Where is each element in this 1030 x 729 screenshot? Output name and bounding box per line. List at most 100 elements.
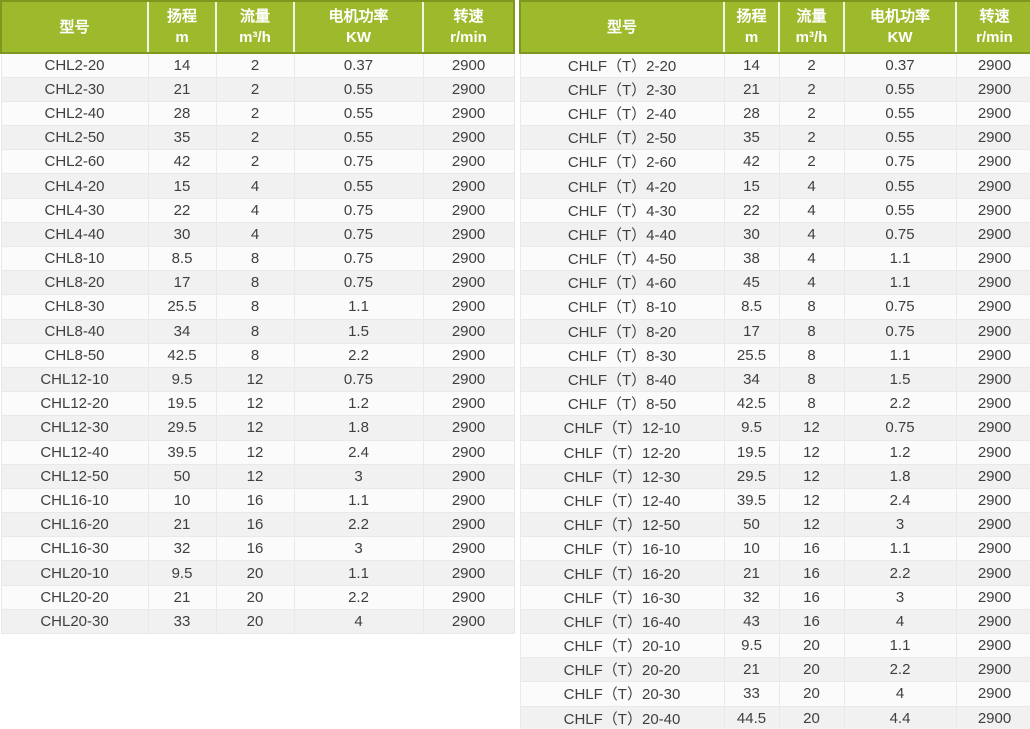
- cell-speed-rmin: 2900: [422, 584, 515, 610]
- cell-model: CHL16-30: [0, 536, 149, 562]
- cell-speed-rmin: 2900: [422, 294, 515, 320]
- cell-speed-rmin: 2900: [422, 245, 515, 272]
- cell-speed-rmin: 2900: [422, 221, 515, 248]
- cell-power-kw: 4: [843, 608, 957, 635]
- cell-head-m: 35: [147, 125, 217, 151]
- cell-speed-rmin: 2900: [422, 366, 515, 393]
- table-row: CHLF（T）16-20 21 16 2.2 2900: [519, 560, 1030, 586]
- cell-head-m: 38: [723, 245, 780, 272]
- cell-head-m: 42: [723, 149, 780, 175]
- cell-head-m: 21: [723, 76, 780, 102]
- cell-head-m: 29.5: [147, 415, 217, 441]
- cell-model: CHLF（T）20-30: [519, 681, 725, 707]
- cell-speed-rmin: 2900: [955, 463, 1030, 489]
- cell-power-kw: 2.2: [843, 391, 957, 417]
- cell-power-kw: 0.75: [293, 270, 424, 296]
- cell-model: CHLF（T）4-50: [519, 245, 725, 272]
- col-header-head: 扬程 m: [723, 0, 779, 54]
- cell-model: CHL2-40: [0, 100, 149, 127]
- cell-head-m: 45: [723, 270, 780, 296]
- cell-model: CHL16-20: [0, 512, 149, 538]
- cell-head-m: 39.5: [147, 439, 217, 465]
- cell-flow-m3h: 12: [215, 463, 295, 489]
- cell-flow-m3h: 12: [778, 415, 845, 441]
- cell-model: CHLF（T）8-30: [519, 342, 725, 368]
- cell-flow-m3h: 20: [778, 681, 845, 707]
- table-row: CHL4-30 22 4 0.75 2900: [0, 197, 515, 223]
- cell-speed-rmin: 2900: [422, 318, 515, 344]
- cell-flow-m3h: 16: [778, 608, 845, 635]
- cell-flow-m3h: 16: [215, 536, 295, 562]
- table-row: CHL2-40 28 2 0.55 2900: [0, 100, 515, 127]
- cell-power-kw: 1.1: [843, 536, 957, 562]
- cell-head-m: 10: [723, 536, 780, 562]
- table-row: CHL4-40 30 4 0.75 2900: [0, 221, 515, 248]
- cell-speed-rmin: 2900: [955, 657, 1030, 683]
- cell-speed-rmin: 2900: [955, 439, 1030, 465]
- col-header-head-label: 扬程: [166, 8, 197, 25]
- col-header-power-label: 电机功率: [328, 8, 389, 25]
- cell-flow-m3h: 8: [778, 294, 845, 320]
- cell-flow-m3h: 2: [778, 52, 845, 78]
- cell-power-kw: 0.75: [293, 245, 424, 272]
- cell-flow-m3h: 20: [215, 560, 295, 586]
- table-row: CHLF（T）2-60 42 2 0.75 2900: [519, 149, 1030, 175]
- cell-model: CHLF（T）8-20: [519, 318, 725, 344]
- table-row: CHLF（T）8-40 34 8 1.5 2900: [519, 366, 1030, 393]
- col-header-power-unit: KW: [887, 29, 913, 46]
- cell-power-kw: 0.55: [843, 173, 957, 199]
- chlf-t-table-header: 型号 扬程 m 流量 m³/h 电机功率 KW 转速: [519, 0, 1030, 54]
- table-row: CHL20-10 9.5 20 1.1 2900: [0, 560, 515, 586]
- cell-head-m: 35: [723, 125, 780, 151]
- cell-head-m: 21: [147, 76, 217, 102]
- col-header-model-label: 型号: [606, 18, 637, 36]
- table-row: CHL12-10 9.5 12 0.75 2900: [0, 366, 515, 393]
- cell-model: CHL12-10: [0, 366, 149, 393]
- cell-model: CHLF（T）16-10: [519, 536, 725, 562]
- col-header-flow-label: 流量: [239, 8, 270, 25]
- col-header-speed: 转速 r/min: [955, 0, 1030, 54]
- cell-power-kw: 0.75: [293, 197, 424, 223]
- chl-table-body: CHL2-20 14 2 0.37 2900 CHL2-30 21 2 0.55 2900 CHL2…: [0, 52, 515, 635]
- cell-head-m: 17: [723, 318, 780, 344]
- cell-model: CHL20-10: [0, 560, 149, 586]
- cell-flow-m3h: 16: [778, 584, 845, 610]
- table-row: CHL16-20 21 16 2.2 2900: [0, 512, 515, 538]
- col-header-head-label: 扬程: [736, 8, 767, 25]
- table-row: CHLF（T）20-20 21 20 2.2 2900: [519, 657, 1030, 683]
- cell-model: CHLF（T）12-40: [519, 487, 725, 514]
- cell-model: CHLF（T）2-60: [519, 149, 725, 175]
- table-row: CHLF（T）2-50 35 2 0.55 2900: [519, 125, 1030, 151]
- col-header-head-unit: m: [744, 29, 759, 46]
- cell-head-m: 44.5: [723, 705, 780, 729]
- cell-power-kw: 1.8: [293, 415, 424, 441]
- cell-flow-m3h: 20: [778, 657, 845, 683]
- cell-power-kw: 1.5: [293, 318, 424, 344]
- cell-speed-rmin: 2900: [955, 149, 1030, 175]
- col-header-speed-unit: r/min: [976, 29, 1013, 46]
- cell-flow-m3h: 12: [215, 415, 295, 441]
- cell-model: CHL8-20: [0, 270, 149, 296]
- cell-speed-rmin: 2900: [955, 294, 1030, 320]
- cell-power-kw: 4.4: [843, 705, 957, 729]
- cell-flow-m3h: 8: [215, 270, 295, 296]
- cell-power-kw: 1.1: [293, 294, 424, 320]
- table-row: CHLF（T）12-30 29.5 12 1.8 2900: [519, 463, 1030, 489]
- cell-head-m: 30: [723, 221, 780, 248]
- cell-head-m: 19.5: [723, 439, 780, 465]
- cell-speed-rmin: 2900: [955, 173, 1030, 199]
- cell-power-kw: 1.1: [843, 245, 957, 272]
- cell-flow-m3h: 2: [778, 149, 845, 175]
- cell-model: CHLF（T）8-10: [519, 294, 725, 320]
- table-row: CHL2-30 21 2 0.55 2900: [0, 76, 515, 102]
- col-header-speed: 转速 r/min: [422, 0, 515, 54]
- cell-flow-m3h: 8: [215, 294, 295, 320]
- cell-speed-rmin: 2900: [422, 270, 515, 296]
- cell-power-kw: 0.75: [843, 415, 957, 441]
- cell-speed-rmin: 2900: [955, 270, 1030, 296]
- table-row: CHL20-20 21 20 2.2 2900: [0, 584, 515, 610]
- cell-power-kw: 0.55: [843, 76, 957, 102]
- cell-power-kw: 3: [293, 536, 424, 562]
- cell-flow-m3h: 20: [778, 705, 845, 729]
